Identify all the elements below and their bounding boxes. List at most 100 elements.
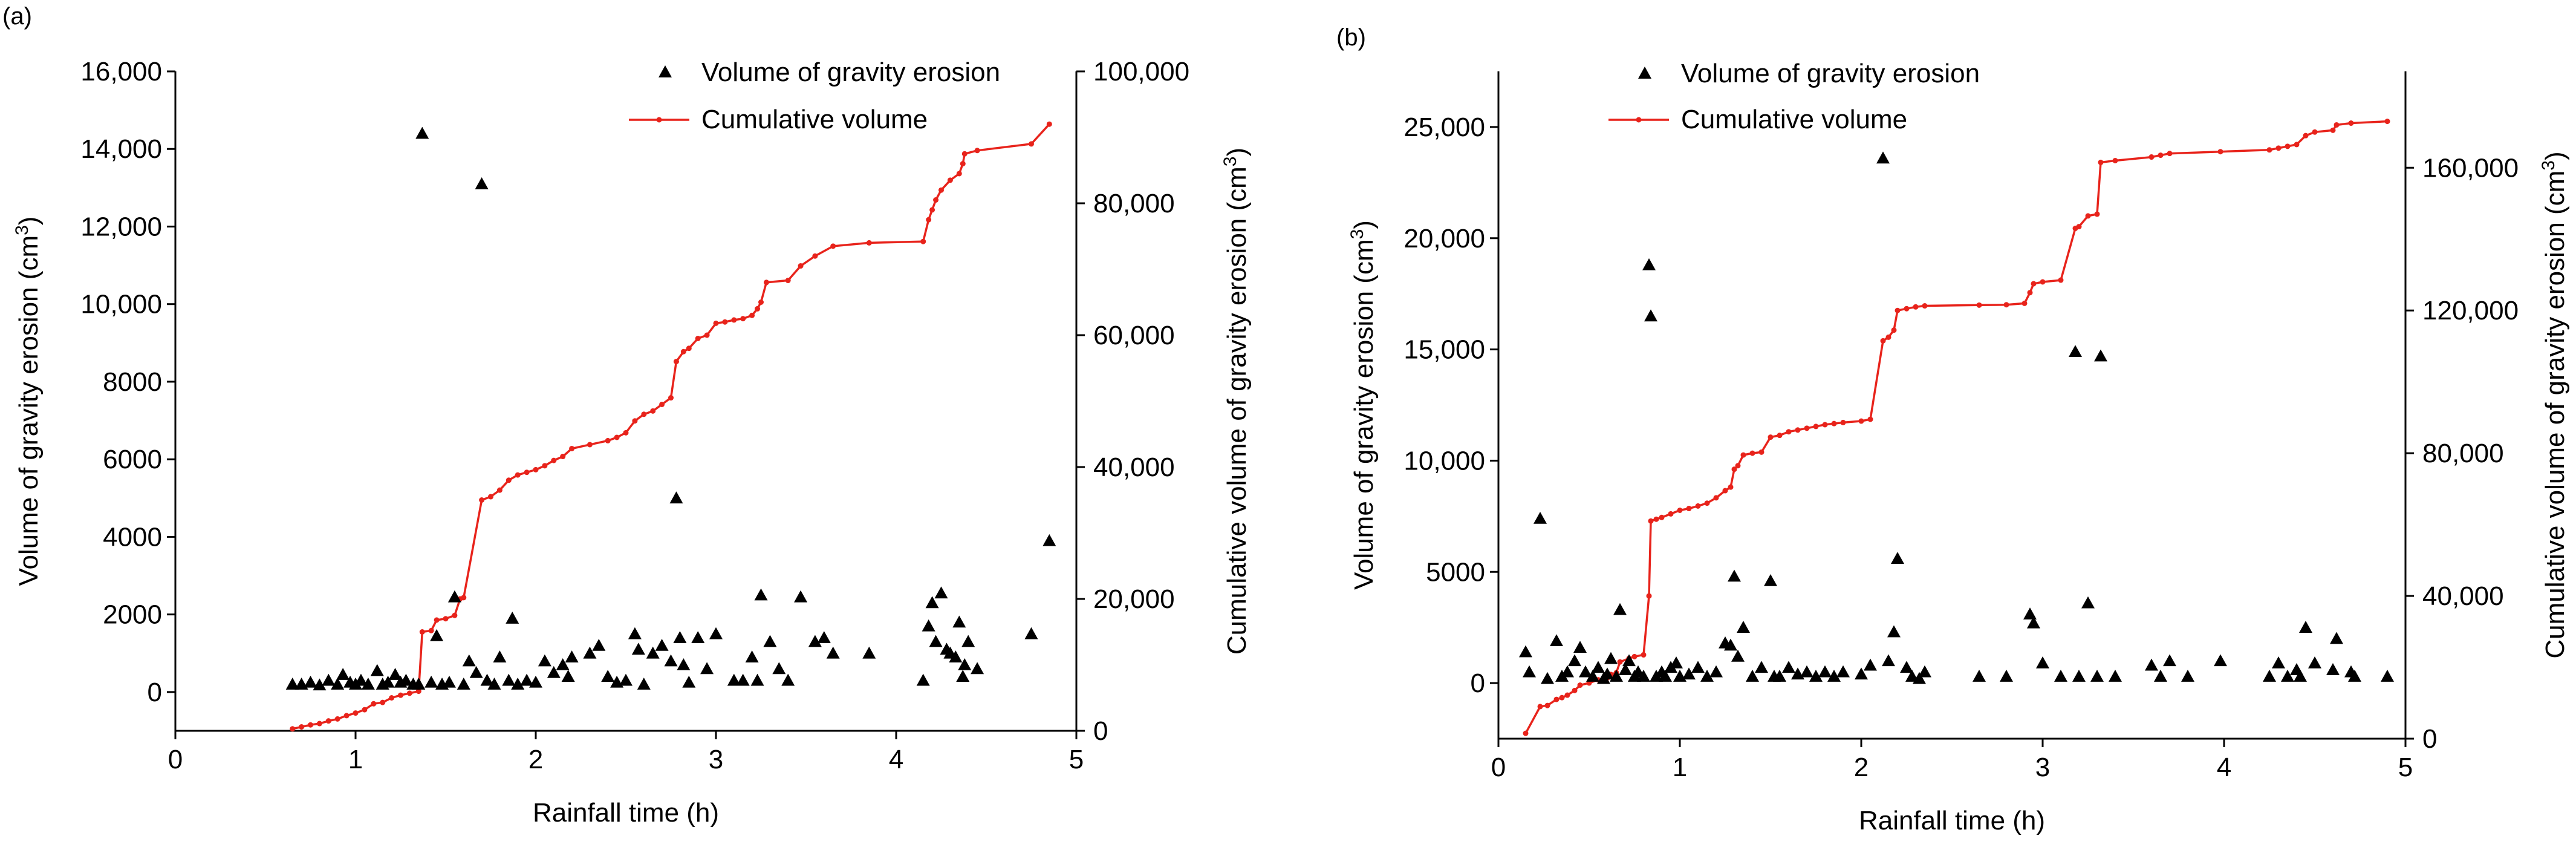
gravity-erosion-point	[817, 631, 831, 643]
cumulative-volume-point	[1537, 704, 1543, 710]
cumulative-volume-point	[2098, 159, 2104, 165]
gravity-erosion-point	[2263, 670, 2276, 682]
cumulative-volume-point	[1572, 687, 1578, 693]
cumulative-volume-point	[755, 306, 761, 312]
y-left-axis-title-close: )	[1349, 220, 1379, 229]
cumulative-volume-point	[722, 319, 728, 325]
cumulative-volume-point	[2334, 122, 2340, 128]
cumulative-volume-point	[974, 148, 980, 154]
cumulative-volume-point	[524, 469, 530, 476]
gravity-erosion-point	[1619, 663, 1632, 675]
gravity-erosion-point	[336, 668, 350, 680]
gravity-erosion-point	[1592, 661, 1605, 673]
gravity-erosion-point	[2154, 670, 2167, 682]
cumulative-volume-point	[1740, 452, 1746, 458]
cumulative-volume-point	[2058, 277, 2064, 283]
y-left-tick-label: 8000	[103, 367, 162, 397]
gravity-erosion-point	[487, 678, 501, 690]
cumulative-volume-point	[334, 716, 340, 722]
cumulative-volume-point	[362, 707, 368, 713]
y-right-axis-title-text: Cumulative volume of gravity erosion (cm	[2540, 171, 2570, 659]
gravity-erosion-point	[399, 673, 413, 686]
cumulative-volume-point	[1804, 425, 1810, 431]
cumulative-volume-point	[2275, 145, 2282, 151]
cumulative-volume-point	[1544, 702, 1550, 708]
gravity-erosion-point	[2036, 656, 2049, 669]
gravity-erosion-point	[1622, 654, 1636, 667]
gravity-erosion-point	[2072, 670, 2086, 682]
gravity-erosion-point	[2000, 670, 2013, 682]
gravity-erosion-point	[1782, 661, 1795, 673]
y-right-axis-title-close: )	[2540, 151, 2570, 160]
panel-b: (b) 0 1 2 3 4 5 Rainfall time (h) 0 5000 10,000 15,…	[1336, 24, 2570, 835]
cumulative-volume-point	[650, 408, 656, 414]
gravity-erosion-point	[1836, 665, 1850, 678]
y-right-axis-title: Cumulative volume of gravity erosion (cm…	[2539, 151, 2570, 658]
gravity-erosion-point	[1024, 627, 1038, 639]
x-axis-title: Rainfall time (h)	[533, 798, 719, 828]
y-left-axis-title: Volume of gravity erosion (cm3)	[12, 217, 44, 586]
gravity-erosion-point	[1773, 670, 1786, 682]
y-left-tick-label: 14,000	[80, 134, 162, 164]
cumulative-volume-point	[316, 721, 322, 727]
gravity-erosion-point	[2181, 670, 2194, 682]
gravity-erosion-point	[1534, 512, 1547, 524]
cumulative-volume-point	[614, 434, 620, 440]
cumulative-volume-point	[713, 320, 719, 326]
y-left-tick-label: 16,000	[80, 57, 162, 87]
gravity-erosion-point	[745, 650, 759, 662]
cumulative-volume-point	[434, 617, 440, 623]
cumulative-volume-point	[308, 722, 313, 728]
cumulative-volume-point	[866, 240, 872, 246]
gravity-erosion-point	[1700, 670, 1714, 682]
gravity-erosion-point	[677, 658, 691, 670]
y-left-tick-label: 20,000	[1403, 224, 1485, 253]
gravity-erosion-point	[646, 646, 660, 659]
x-tick-label: 4	[2217, 753, 2231, 782]
cumulative-volume-point	[731, 317, 737, 323]
gravity-erosion-point	[1900, 661, 1913, 673]
cumulative-volume-point	[2285, 143, 2291, 149]
y-left-axis-title: Volume of gravity erosion (cm3)	[1347, 220, 1379, 590]
gravity-erosion-point	[2348, 670, 2361, 682]
gravity-erosion-point	[700, 662, 714, 675]
gravity-erosion-point	[1818, 665, 1832, 678]
cumulative-volume-point	[1749, 450, 1755, 456]
y-right-tick-label: 0	[1093, 716, 1108, 746]
cumulative-volume-point	[1577, 682, 1583, 688]
cumulative-volume-point	[290, 726, 296, 732]
gravity-erosion-point	[1691, 661, 1705, 673]
cumulative-volume-point	[1728, 484, 1734, 490]
cumulative-volume-point	[560, 454, 566, 460]
gravity-erosion-point	[1659, 670, 1672, 682]
gravity-erosion-point	[442, 675, 456, 688]
y-right-tick-label: 0	[2422, 724, 2437, 754]
gravity-erosion-point	[2054, 670, 2067, 682]
cumulative-volume-point	[1768, 434, 1774, 440]
gravity-erosion-point	[313, 678, 327, 691]
y-left-tick-label: 0	[1471, 669, 1485, 698]
gravity-erosion-point	[475, 177, 489, 189]
gravity-erosion-point	[754, 588, 768, 601]
gravity-erosion-point	[462, 654, 476, 667]
cumulative-volume-point	[2112, 157, 2118, 163]
y-left-axis-title-superscript: 3	[1347, 229, 1367, 240]
gravity-erosion-point	[2308, 656, 2321, 669]
legend: Volume of gravity erosion Cumulative volu…	[629, 57, 1000, 134]
cumulative-volume-point	[542, 463, 548, 469]
cumulative-volume-point	[798, 263, 804, 269]
cumulative-volume-point	[533, 466, 539, 472]
cumulative-volume-point	[758, 299, 764, 305]
gravity-erosion-point	[529, 675, 542, 688]
cumulative-volume-point	[479, 497, 485, 503]
y-right-axis-title-text: Cumulative volume of gravity erosion (cm	[1222, 166, 1252, 655]
cumulative-volume-point	[623, 430, 629, 436]
cumulative-volume-point	[668, 395, 674, 401]
gravity-erosion-point	[1887, 625, 1901, 638]
gravity-erosion-point	[862, 646, 876, 659]
y-left-tick-label: 10,000	[1403, 446, 1485, 476]
gravity-erosion-point	[1855, 667, 1868, 680]
x-tick-label: 5	[2398, 753, 2413, 782]
gravity-erosion-point	[664, 654, 678, 667]
gravity-erosion-point	[1755, 661, 1768, 673]
